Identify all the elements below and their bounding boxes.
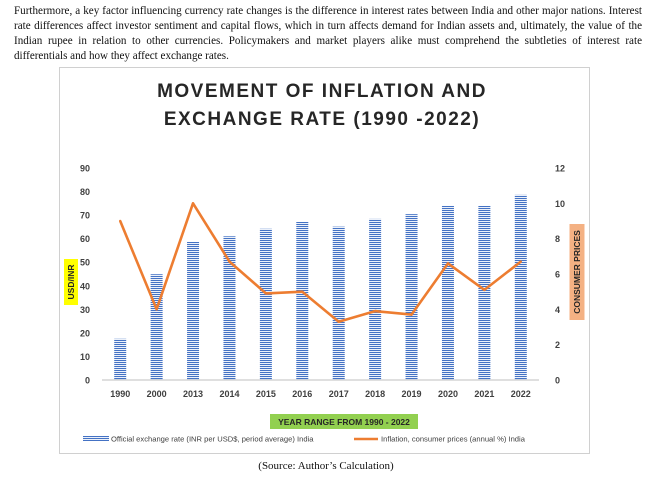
bar — [441, 205, 454, 380]
y-tick-label: 90 — [80, 164, 90, 174]
x-axis-label: YEAR RANGE FROM 1990 - 2022 — [278, 417, 410, 427]
y-axis-label-background — [64, 259, 78, 305]
x-tick-label: 2018 — [365, 389, 385, 399]
y2-axis-label-background — [569, 224, 585, 320]
line-point — [519, 260, 522, 263]
line-point — [119, 219, 122, 223]
line-point — [155, 308, 158, 311]
chart-svg: MOVEMENT OF INFLATION AND EXCHANGE RATE … — [64, 81, 585, 444]
line-point — [446, 262, 450, 265]
bar — [369, 218, 382, 380]
x-tick-label: 1990 — [110, 389, 130, 399]
y2-tick-label: 8 — [555, 234, 560, 244]
x-tick-label: 2022 — [511, 389, 531, 399]
x-tick-label: 2013 — [183, 389, 203, 399]
y2-tick-label: 0 — [555, 376, 560, 386]
bar — [514, 194, 527, 380]
y-tick-label: 60 — [80, 234, 90, 244]
intro-paragraph: Furthermore, a key factor influencing cu… — [14, 5, 642, 62]
bar — [150, 274, 163, 380]
legend-label: Official exchange rate (INR per USD$, pe… — [111, 435, 314, 444]
line-point — [228, 260, 231, 263]
y-tick-label: 20 — [80, 328, 90, 338]
line-point — [373, 309, 377, 313]
bar — [114, 338, 127, 380]
x-tick-label: 2016 — [292, 389, 312, 399]
y2-tick-label: 2 — [555, 340, 560, 350]
chart-frame: MOVEMENT OF INFLATION AND EXCHANGE RATE … — [59, 67, 590, 454]
x-tick-label: 2014 — [219, 389, 239, 399]
line-point — [337, 320, 340, 323]
line-point — [191, 202, 195, 205]
bar — [405, 214, 418, 380]
x-tick-label: 2017 — [329, 389, 349, 399]
x-axis-label-background — [270, 414, 418, 429]
bar — [187, 241, 200, 380]
y-tick-label: 30 — [80, 305, 90, 315]
y-tick-label: 10 — [80, 352, 90, 362]
x-tick-label: 2019 — [402, 389, 422, 399]
legend-bar-swatch — [83, 436, 109, 441]
y2-tick-label: 10 — [555, 199, 565, 209]
inflation-line — [118, 202, 522, 323]
bar — [332, 226, 345, 380]
y-tick-label: 80 — [80, 187, 90, 197]
plot-area: 0 10 20 30 40 50 60 70 80 90 0 2 4 6 8 10 12 1990 2000 2013… — [64, 164, 585, 444]
y2-tick-label: 4 — [555, 305, 560, 315]
y-tick-label: 70 — [80, 211, 90, 221]
bar — [296, 221, 309, 380]
chart-title-line-2: EXCHANGE RATE (1990 -2022) — [164, 109, 480, 130]
y-tick-label: 40 — [80, 281, 90, 291]
y-axis-label: USD/INR — [66, 265, 76, 300]
line-point — [264, 292, 268, 295]
source-caption: (Source: Author’s Calculation) — [258, 460, 394, 472]
bar — [478, 205, 491, 380]
y-tick-label: 0 — [85, 376, 90, 386]
x-tick-label: 2021 — [474, 389, 494, 399]
y2-axis-label: CONSUMER PRICES — [572, 230, 582, 314]
legend-label: Inflation, consumer prices (annual %) In… — [381, 435, 526, 444]
y2-tick-label: 6 — [555, 270, 560, 280]
bar — [259, 228, 272, 380]
y2-tick-label: 12 — [555, 164, 565, 174]
y-tick-label: 50 — [80, 258, 90, 268]
bar — [223, 236, 236, 380]
x-tick-label: 2015 — [256, 389, 276, 399]
x-tick-label: 2000 — [147, 389, 167, 399]
line-point — [410, 313, 413, 316]
line-point — [483, 288, 486, 292]
chart-title-line-1: MOVEMENT OF INFLATION AND — [157, 81, 487, 102]
line-point — [301, 290, 304, 293]
x-tick-label: 2020 — [438, 389, 458, 399]
